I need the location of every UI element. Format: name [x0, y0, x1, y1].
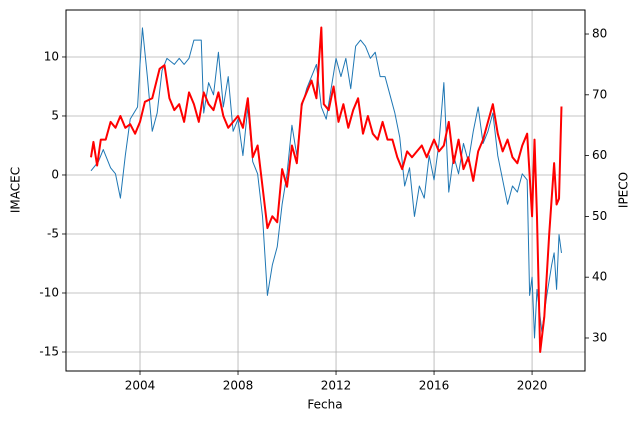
y2-tick-label: 50: [592, 209, 607, 223]
plot-frame: [65, 9, 586, 372]
y2-tick-label: 40: [592, 270, 607, 284]
y2-axis-label: IPECO: [617, 172, 631, 208]
x-tick-label: 2004: [125, 379, 156, 393]
x-tick-label: 2016: [419, 379, 450, 393]
x-tick-label: 2008: [223, 379, 254, 393]
x-tick-label: 2012: [321, 379, 352, 393]
series-line: [90, 27, 562, 339]
y-tick-label: 10: [44, 49, 59, 63]
y2-tick-label: 30: [592, 330, 607, 344]
y-tick-label: 0: [51, 167, 59, 181]
y-tick-label: -15: [39, 345, 59, 359]
x-axis-label: Fecha: [307, 398, 342, 412]
y2-tick-label: 80: [592, 27, 607, 41]
series-line: [90, 26, 563, 353]
y-tick-label: 5: [51, 108, 59, 122]
y-axis-label: IMACEC: [9, 167, 23, 213]
y2-tick-label: 60: [592, 148, 607, 162]
y-tick-label: -10: [39, 285, 59, 299]
y-tick-label: -5: [47, 226, 59, 240]
y2-tick-label: 70: [592, 87, 607, 101]
x-tick-label: 2020: [517, 379, 548, 393]
